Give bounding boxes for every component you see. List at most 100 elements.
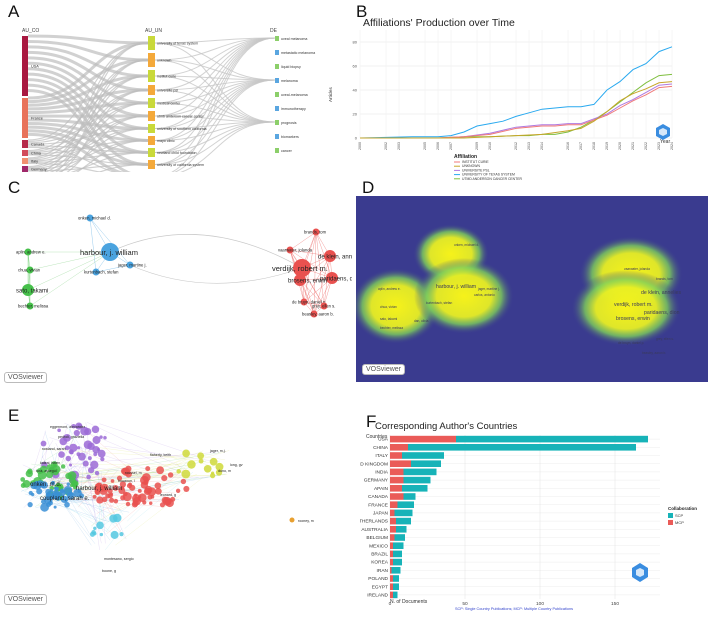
chart-b-ytick: 0 <box>355 136 358 141</box>
chart-b-legend-label: UTMD ANDERSON CANCER CENTER <box>462 177 522 181</box>
chart-f-title: Corresponding Author's Countries <box>375 421 518 432</box>
network-e-node <box>110 493 113 496</box>
chart-f-bar-segment <box>393 583 399 590</box>
chart-f-caption: SCP: Single Country Publications; MCP: M… <box>455 607 573 611</box>
density-label: bechter, melissa <box>380 326 403 330</box>
network-c-node-label: vaarwater, jolanda <box>278 248 313 253</box>
network-e-node <box>84 428 91 435</box>
chart-f-bar-segment <box>402 452 444 459</box>
network-e-node <box>77 446 80 449</box>
chart-f-legend-swatch <box>668 513 673 518</box>
network-e-label: rooney, m <box>298 519 314 523</box>
network-c-node-label: brosens, erwin <box>288 278 327 284</box>
chart-b-xtick: 2003 <box>397 142 401 150</box>
chart-b-xtick: 2020 <box>618 142 622 150</box>
network-e-node <box>93 495 97 499</box>
chart-f-bar-segment <box>411 460 441 467</box>
sankey-node-mid <box>148 98 155 108</box>
network-e-node <box>96 496 103 503</box>
chart-f-category-label: JAPAN <box>373 511 389 517</box>
chart-b-xtick: 2021 <box>631 142 635 150</box>
chart-f-category-label: APAIN <box>374 486 389 492</box>
network-c-node-label: bechter, melissa <box>18 304 49 309</box>
network-e-node <box>41 441 47 447</box>
chart-f-category-label: POLAND <box>368 576 388 582</box>
sankey-node-right <box>275 120 279 125</box>
network-e-node <box>93 452 97 456</box>
sankey-col-header-right: DE <box>270 28 278 34</box>
chart-f-bar-segment <box>390 485 402 492</box>
sankey-label-mid: medical center <box>157 102 181 106</box>
sankey-node-left <box>22 36 28 96</box>
chart-f-bar-segment <box>390 542 393 549</box>
chart-f-bar-segment <box>390 477 404 484</box>
chart-b-xtick: 2014 <box>540 142 544 150</box>
chart-f-bar-segment <box>390 575 393 582</box>
density-label: chua, vivian <box>380 305 397 309</box>
network-e-node <box>109 498 114 503</box>
network-e-node <box>142 473 151 482</box>
chart-b-ytick: 20 <box>353 112 358 117</box>
chart-f-bar-segment <box>404 477 431 484</box>
network-e-node <box>58 451 65 458</box>
chart-f-bar-segment <box>390 551 393 558</box>
density-label: carlos, antonio <box>474 293 495 297</box>
network-e-node <box>126 502 130 506</box>
density-label: vaarwater, jolanda <box>624 267 650 271</box>
network-e-node <box>197 452 204 459</box>
chart-f-bar-segment <box>402 485 428 492</box>
network-e-node <box>155 482 162 489</box>
chart-f-category-label: FRANCE <box>368 502 388 508</box>
chart-f-bar-segment <box>390 469 404 476</box>
network-c-node-label: jager, martine j. <box>117 263 147 268</box>
sankey-label-mid: institut curie <box>157 75 176 79</box>
chart-f-category-label: GERMANY <box>364 478 389 484</box>
network-e-node <box>68 471 77 480</box>
sankey-col-header-left: AU_CO <box>22 28 39 34</box>
chart-f-category-label: EGYPT <box>372 584 388 590</box>
chart-f-bar-segment <box>390 510 395 517</box>
sankey-label-left: China <box>31 152 42 156</box>
density-label: brosens, erwin <box>616 316 650 322</box>
network-c-node-label: aplin, andrew e. <box>16 250 46 255</box>
network-e-node <box>290 518 295 523</box>
sankey-node-left <box>22 166 28 172</box>
chart-f-category-label: NETHERLANDS <box>360 519 388 525</box>
network-c-node-label: harbour, j. william <box>80 248 138 257</box>
density-label: beasley, aaron b. <box>642 351 666 355</box>
chart-b-xtick: 2010 <box>488 142 492 150</box>
network-e-node <box>138 495 141 498</box>
density-label: kurtenbach, stefan <box>426 301 452 305</box>
network-e-edge <box>65 506 91 545</box>
chart-f-bar-segment <box>393 592 398 599</box>
countries-bar-chart: Corresponding Author's Countries Countri… <box>360 414 708 612</box>
chart-f-category-label: AUSTRALIA <box>361 527 388 533</box>
network-e-node <box>78 453 86 461</box>
network-e-label: kalirai, helen <box>40 461 60 465</box>
sankey-flow <box>155 38 275 153</box>
sankey-label-mid: university of california system <box>157 163 204 167</box>
chart-b-grid <box>360 30 672 138</box>
network-e-label: jager, m.j. <box>209 449 226 453</box>
chart-f-category-label: UNITED KINGDOM <box>360 461 388 467</box>
chart-f-legend-label: MCP <box>675 520 684 525</box>
network-e-node <box>132 502 138 508</box>
chart-f-legend-label: SCP <box>675 513 684 518</box>
network-e-node <box>176 469 181 474</box>
network-e-node <box>161 475 167 481</box>
network-e-label: bouaoun, l <box>118 479 135 483</box>
vosviewer-watermark-d: VOSviewer <box>362 364 405 375</box>
chart-f-bar-segment <box>393 551 402 558</box>
network-e-node <box>96 522 104 530</box>
network-e-node <box>54 506 57 509</box>
chart-f-bar-segment <box>390 452 402 459</box>
network-e-node <box>100 457 104 461</box>
chart-f-bar-segment <box>390 518 396 525</box>
chart-f-bar-segment <box>396 526 407 533</box>
chart-f-legend: SCP MCP <box>668 513 684 525</box>
network-e-node <box>93 527 96 530</box>
chart-f-bar-segment <box>390 444 408 451</box>
network-e-node <box>128 483 132 487</box>
chart-f-bar-segment <box>390 583 393 590</box>
